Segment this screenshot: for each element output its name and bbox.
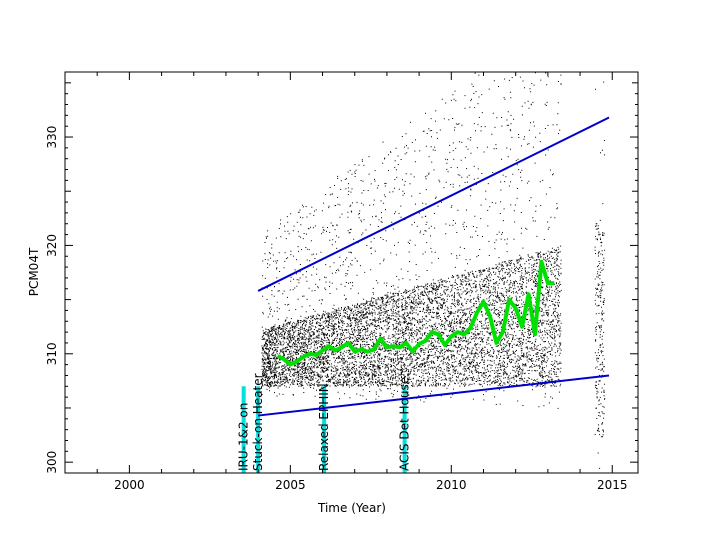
y-axis-label: PCM04T bbox=[27, 247, 41, 296]
smoothed-trend-line bbox=[276, 259, 555, 367]
scatter-points bbox=[261, 72, 606, 469]
upper-envelope-line bbox=[257, 116, 610, 292]
x-tick-label: 2005 bbox=[275, 478, 306, 492]
y-tick-label: 320 bbox=[45, 234, 59, 257]
x-tick-label: 2000 bbox=[114, 478, 145, 492]
x-tick-label: 2010 bbox=[436, 478, 467, 492]
trend-lines bbox=[257, 116, 610, 417]
y-tick-label: 330 bbox=[45, 126, 59, 149]
x-tick-label: 2015 bbox=[597, 478, 628, 492]
event-label: Relaxed EPHIN bbox=[317, 383, 331, 471]
event-label: ACIS Det House bbox=[398, 377, 412, 471]
lower-envelope-line bbox=[258, 374, 610, 417]
axis-ticks: 2000 2005 2010 2015 300 310 320 330 bbox=[45, 71, 638, 492]
data-point-cloud bbox=[261, 72, 606, 469]
y-tick-label: 310 bbox=[45, 342, 59, 365]
event-markers: IRU-1&2 on Stuck-on Heater Relaxed EPHIN AC… bbox=[237, 373, 412, 473]
event-label: Stuck-on Heater bbox=[251, 373, 265, 471]
y-tick-label: 300 bbox=[45, 451, 59, 474]
event-label: IRU-1&2 on bbox=[237, 403, 251, 471]
x-axis-label: Time (Year) bbox=[317, 501, 386, 515]
plot-frame bbox=[64, 71, 639, 474]
